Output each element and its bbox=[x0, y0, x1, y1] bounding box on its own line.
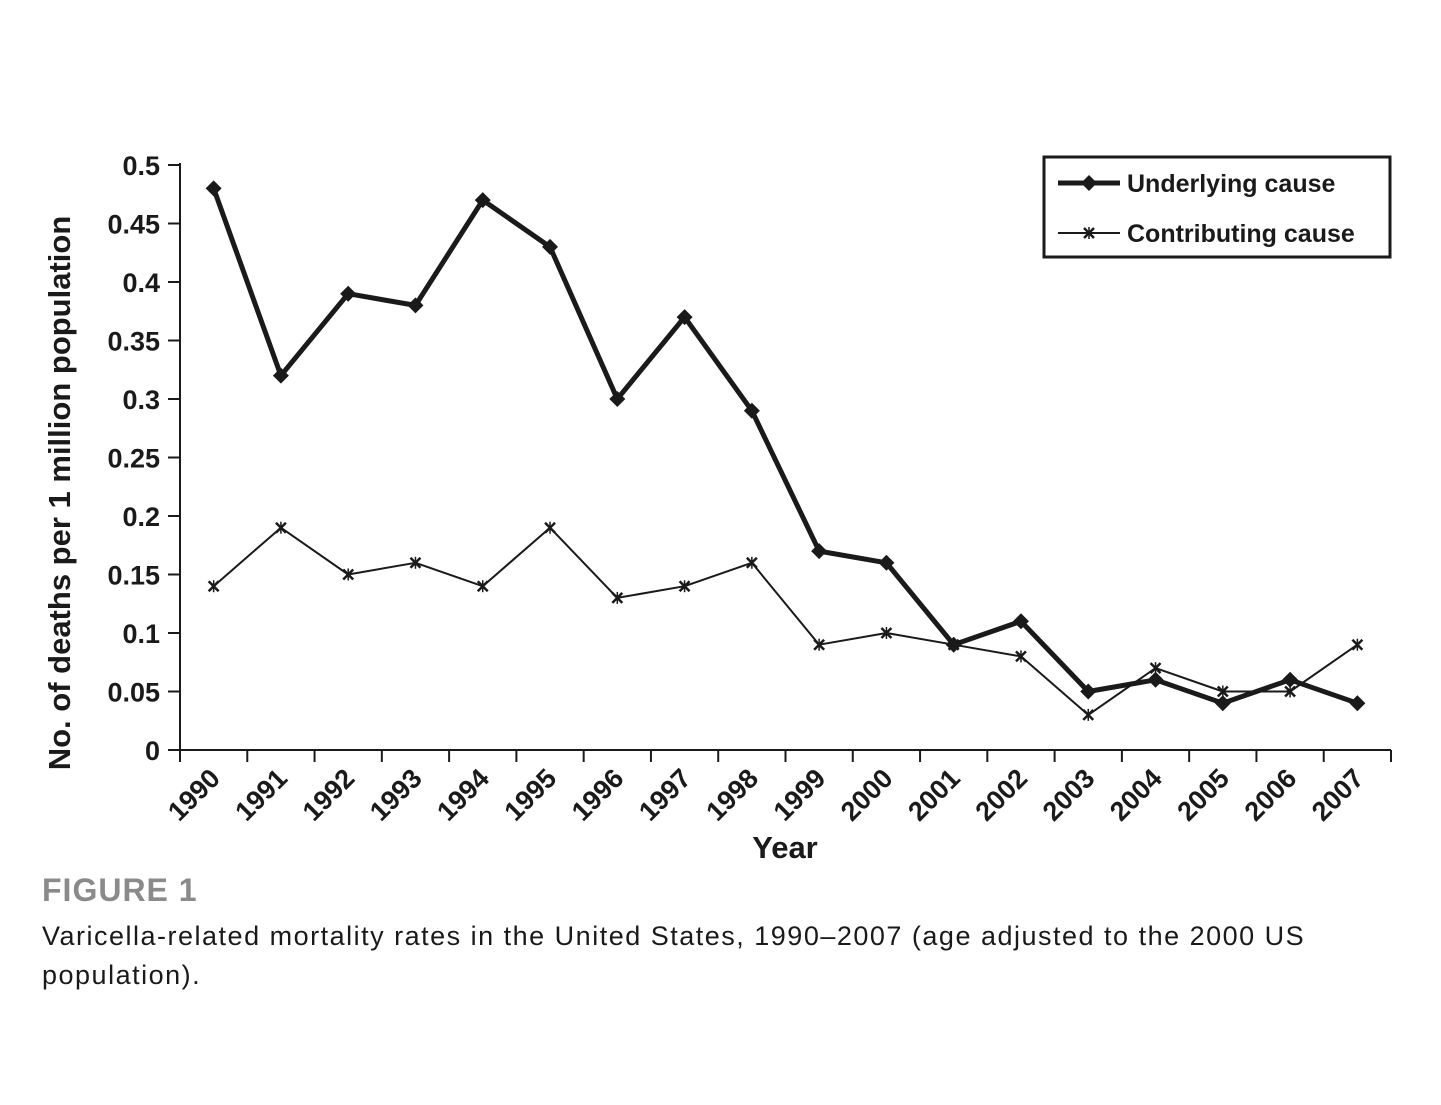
underlying-cause-line bbox=[211, 187, 1359, 706]
y-tick-label: 0.4 bbox=[122, 268, 160, 298]
x-tick-label: 1992 bbox=[297, 763, 361, 827]
underlying-cause-point bbox=[205, 180, 222, 197]
contributing-cause-point bbox=[745, 556, 758, 569]
contributing-cause-point bbox=[947, 638, 960, 651]
contributing-cause-point bbox=[207, 580, 220, 593]
legend-marker-contributing-cause bbox=[1083, 227, 1095, 239]
series-contributing-cause bbox=[207, 521, 1364, 721]
contributing-cause-point bbox=[1015, 650, 1027, 663]
y-tick-label: 0.5 bbox=[122, 151, 160, 181]
underlying-cause-point bbox=[811, 543, 828, 560]
contributing-cause-point bbox=[880, 627, 893, 639]
legend: Underlying cause Contributing cause bbox=[1042, 155, 1392, 259]
y-tick-label: 0 bbox=[145, 736, 160, 766]
underlying-cause-point bbox=[1080, 683, 1097, 700]
x-tick-label: 2006 bbox=[1239, 763, 1303, 827]
contributing-cause-point bbox=[544, 521, 556, 534]
x-tick-label: 1996 bbox=[566, 763, 630, 827]
figure-label: FIGURE 1 bbox=[42, 872, 198, 908]
underlying-cause-point bbox=[609, 391, 626, 407]
x-tick-label: 2005 bbox=[1171, 763, 1235, 827]
x-tick-label: 1995 bbox=[499, 763, 563, 827]
y-tick-label: 0.45 bbox=[107, 210, 160, 240]
figure-caption: FIGURE 1 Varicella-related mortality rat… bbox=[42, 872, 1422, 995]
contributing-cause-point bbox=[1149, 662, 1162, 675]
x-tick-label: 1991 bbox=[229, 763, 293, 827]
x-tick-label: 1999 bbox=[768, 763, 832, 827]
y-tick-label: 0.1 bbox=[122, 619, 160, 649]
underlying-cause-point bbox=[743, 402, 760, 419]
x-tick-label: 1990 bbox=[162, 763, 226, 827]
x-tick-label: 2003 bbox=[1037, 763, 1101, 827]
series-underlying-cause bbox=[205, 180, 1366, 712]
x-tick-label: 2004 bbox=[1104, 763, 1168, 827]
x-tick-label: 1993 bbox=[364, 763, 428, 827]
contributing-cause-point bbox=[813, 638, 826, 651]
y-tick-label: 0.05 bbox=[107, 678, 160, 708]
x-tick-label: 1997 bbox=[633, 763, 697, 827]
contributing-cause-point bbox=[1351, 638, 1364, 651]
x-axis-title: Year bbox=[752, 830, 818, 865]
contributing-cause-point bbox=[476, 580, 489, 593]
underlying-cause-point bbox=[272, 367, 289, 384]
legend-label-underlying-cause: Underlying cause bbox=[1127, 170, 1335, 198]
legend-box bbox=[1042, 155, 1392, 259]
underlying-cause-point bbox=[474, 192, 491, 209]
underlying-cause-point bbox=[676, 309, 693, 326]
contributing-cause-point bbox=[1216, 685, 1229, 698]
contributing-cause-point bbox=[1082, 708, 1095, 721]
chart: 0 0.05 0.1 0.15 0.2 0.25 0.3 0.35 0.4 0.45 0.5 1990… bbox=[42, 151, 1392, 865]
contributing-cause-point bbox=[611, 591, 624, 604]
contributing-cause-line bbox=[212, 526, 1358, 716]
underlying-cause-point bbox=[1012, 613, 1029, 630]
y-tick-label: 0.25 bbox=[107, 444, 160, 474]
y-tick-label: 0.15 bbox=[107, 561, 160, 591]
contributing-cause-point bbox=[342, 568, 355, 581]
y-axis-title: No. of deaths per 1 million population bbox=[42, 216, 77, 771]
x-tick-label: 2001 bbox=[902, 763, 966, 827]
contributing-cause-point bbox=[678, 580, 691, 593]
underlying-cause-point bbox=[340, 285, 357, 302]
x-tick-label: 2007 bbox=[1306, 763, 1370, 827]
y-tick-label: 0.2 bbox=[122, 502, 160, 532]
x-tick-label: 2002 bbox=[970, 763, 1034, 827]
legend-marker-underlying-cause bbox=[1081, 175, 1097, 191]
underlying-cause-point bbox=[1214, 695, 1231, 712]
contributing-cause-point bbox=[1284, 685, 1296, 698]
legend-label-contributing-cause: Contributing cause bbox=[1127, 220, 1355, 248]
y-tick-label: 0.3 bbox=[122, 385, 160, 415]
x-tick-label: 1994 bbox=[431, 763, 495, 827]
underlying-cause-point bbox=[407, 297, 424, 314]
series-layer bbox=[205, 180, 1366, 721]
contributing-cause-point bbox=[409, 556, 422, 569]
underlying-cause-point bbox=[542, 238, 559, 255]
x-tick-label: 2000 bbox=[835, 763, 899, 827]
contributing-cause-point bbox=[275, 521, 287, 534]
underlying-cause-point bbox=[1147, 671, 1164, 688]
underlying-cause-point bbox=[1282, 671, 1299, 688]
y-tick-label: 0.35 bbox=[107, 327, 160, 357]
underlying-cause-point bbox=[878, 554, 895, 571]
caption-text: Varicella-related mortality rates in the… bbox=[42, 921, 1306, 990]
x-tick-label: 1998 bbox=[700, 763, 764, 827]
underlying-cause-point bbox=[1349, 695, 1366, 712]
